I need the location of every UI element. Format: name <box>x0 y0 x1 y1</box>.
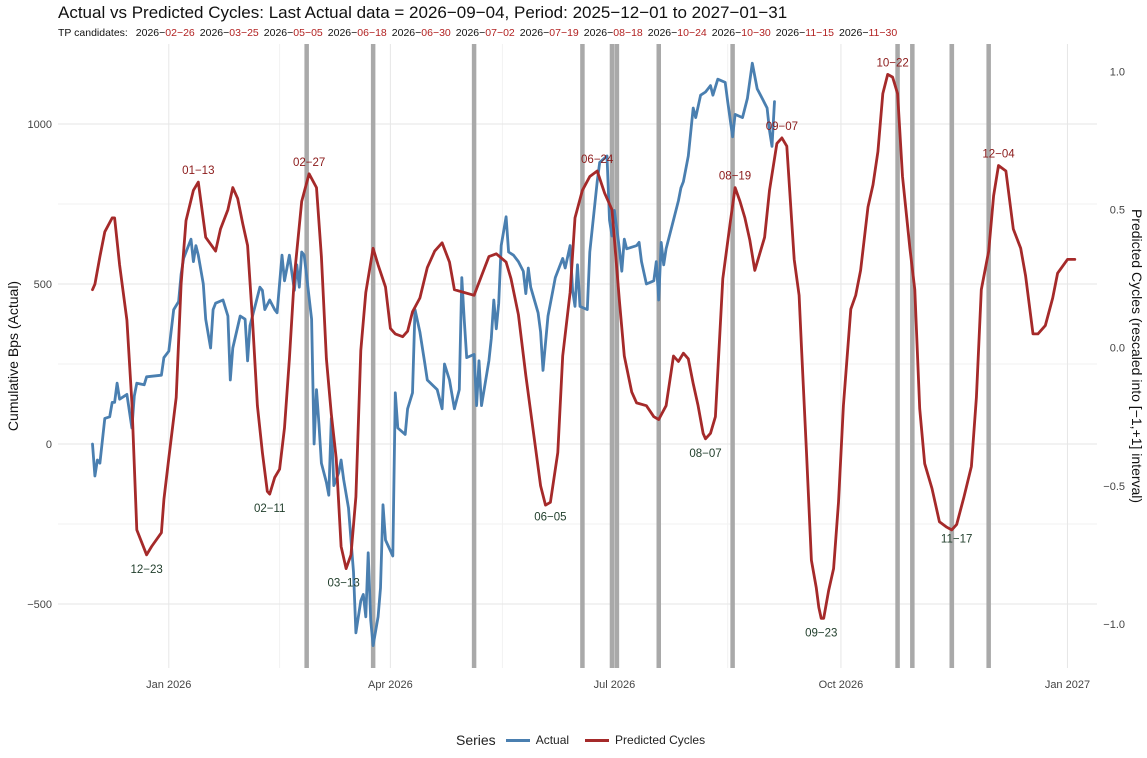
x-tick-label: Jul 2026 <box>594 679 636 691</box>
legend-key-actual <box>505 738 530 742</box>
tp-candidate-year: 2026− <box>455 27 486 39</box>
tp-candidate-monthday: 02−26 <box>165 27 195 39</box>
tp-candidate-monthday: 10−30 <box>741 27 771 39</box>
tp-candidate-year: 2026− <box>263 27 294 39</box>
tp-candidate-monthday: 08−18 <box>613 27 643 39</box>
y-tick-label-right: −0.5 <box>1103 481 1125 493</box>
x-tick-label: Jan 2026 <box>146 679 191 691</box>
peak-label: 10−22 <box>876 57 908 69</box>
tp-candidate-monthday: 03−25 <box>229 27 259 39</box>
peak-label: 08−19 <box>719 171 751 183</box>
legend-label-actual: Actual <box>535 733 570 747</box>
tp-candidate-year: 2026− <box>199 27 230 39</box>
trough-label: 03−13 <box>327 578 359 590</box>
legend-label-predicted: Predicted Cycles <box>615 733 706 747</box>
tp-candidate-0: 2026−02−26 <box>136 27 195 39</box>
series-line-actual <box>91 61 776 647</box>
tp-candidate-9: 2026−10−30 <box>712 27 771 39</box>
series-line-predicted <box>91 73 1077 620</box>
tp-candidate-year: 2026− <box>583 27 614 39</box>
tp-candidate-year: 2026− <box>839 27 869 39</box>
peak-label: 09−07 <box>766 121 798 133</box>
legend-item-predicted: Predicted Cycles <box>585 733 705 747</box>
tp-candidate-5: 2026−07−02 <box>456 27 515 39</box>
trough-label: 08−07 <box>689 448 721 460</box>
tp-candidate-year: 2026− <box>391 27 422 39</box>
trough-label: 12−23 <box>130 564 162 576</box>
tp-candidate-year: 2026− <box>327 27 358 39</box>
trough-label: 02−11 <box>254 503 285 515</box>
tp-candidate-monthday: 11−30 <box>868 27 898 39</box>
tp-candidate-monthday: 06−30 <box>421 27 451 39</box>
tp-candidate-monthday: 05−05 <box>293 27 323 39</box>
tp-candidate-6: 2026−07−19 <box>520 27 579 39</box>
tp-candidates-prefix: TP candidates: <box>58 27 128 39</box>
tp-candidate-monthday: 06−18 <box>357 27 387 39</box>
tp-candidate-monthday: 10−24 <box>677 27 707 39</box>
legend-title: Series <box>456 732 496 748</box>
tp-candidate-year: 2026− <box>135 27 166 39</box>
tp-candidate-11: 2026−11−30 <box>839 27 897 39</box>
tp-candidate-1: 2026−03−25 <box>200 27 259 39</box>
y-tick-label-right: 0.0 <box>1110 343 1125 355</box>
peak-label: 02−27 <box>293 157 325 169</box>
tp-candidates-list: 2026−02−26 2026−03−25 2026−05−05 2026−06−18… <box>131 27 897 39</box>
x-tick-label: Apr 2026 <box>368 679 413 691</box>
tp-candidate-year: 2026− <box>711 27 742 39</box>
legend: Series Actual Predicted Cycles <box>456 732 721 748</box>
chart-svg: 01−13 02−27 06−24 08−19 09−07 10−22 12−04 12−23… <box>5 44 1145 691</box>
tp-candidate-3: 2026−06−18 <box>328 27 387 39</box>
y-axis-title-left: Cumulative Bps (Actual) <box>5 281 21 431</box>
chart-title: Actual vs Predicted Cycles: Last Actual … <box>58 3 788 22</box>
tp-candidate-monthday: 07−19 <box>549 27 579 39</box>
tp-candidate-8: 2026−10−24 <box>648 27 707 39</box>
y-tick-label-left: −500 <box>27 599 52 611</box>
peak-label: 12−04 <box>982 148 1015 160</box>
tp-candidate-year: 2026− <box>519 27 550 39</box>
x-tick-label: Jan 2027 <box>1045 679 1090 691</box>
tp-candidates-line: TP candidates: 2026−02−26 2026−03−25 2026−… <box>58 27 897 39</box>
trough-label: 06−05 <box>534 511 566 523</box>
trough-label: 09−23 <box>805 627 837 639</box>
tp-candidate-7: 2026−08−18 <box>584 27 643 39</box>
y-tick-label-left: 0 <box>46 439 52 451</box>
tp-candidate-monthday: 07−02 <box>485 27 515 39</box>
legend-key-predicted <box>585 738 610 742</box>
y-axis-title-right: Predicted Cycles (rescaled into [−1,+1] … <box>1129 209 1145 503</box>
tp-candidate-monthday: 11−15 <box>805 27 834 39</box>
trough-label: 11−17 <box>941 533 972 545</box>
tp-candidate-2: 2026−05−05 <box>264 27 323 39</box>
y-tick-label-left: 1000 <box>28 119 52 131</box>
y-tick-label-right: 0.5 <box>1110 205 1125 217</box>
y-tick-label-right: −1.0 <box>1103 619 1125 631</box>
peak-label: 01−13 <box>182 165 214 177</box>
peak-label: 06−24 <box>581 154 614 166</box>
legend-item-actual: Actual <box>505 733 570 747</box>
x-tick-label: Oct 2026 <box>819 679 864 691</box>
tp-candidate-year: 2026− <box>775 27 806 39</box>
tp-candidate-year: 2026− <box>647 27 678 39</box>
y-tick-label-right: 1.0 <box>1110 67 1125 79</box>
tp-candidate-4: 2026−06−30 <box>392 27 451 39</box>
tp-candidate-10: 2026−11−15 <box>776 27 834 39</box>
y-tick-label-left: 500 <box>34 279 52 291</box>
